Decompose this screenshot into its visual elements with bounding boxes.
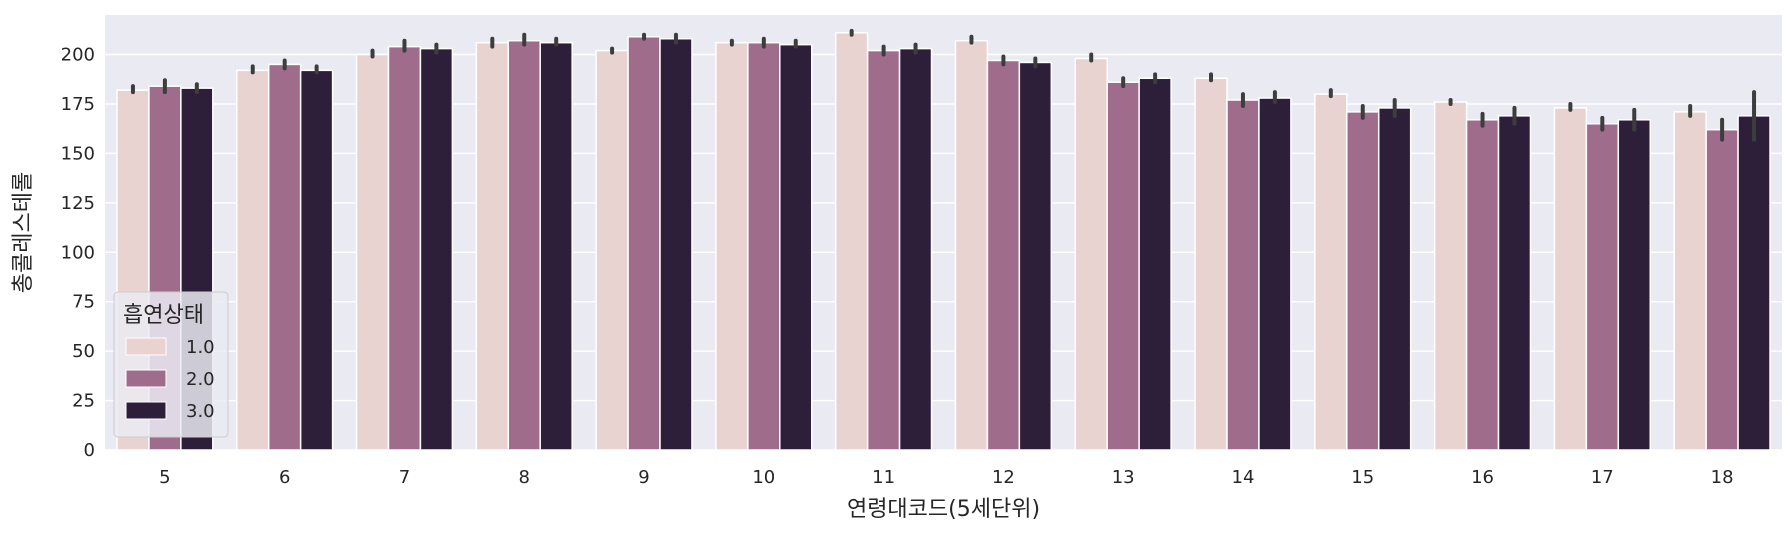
bar bbox=[1673, 111, 1707, 451]
bar bbox=[627, 36, 661, 451]
x-tick-label: 11 bbox=[872, 467, 895, 488]
x-tick-label: 14 bbox=[1232, 467, 1255, 488]
x-tick-label: 18 bbox=[1711, 467, 1734, 488]
x-tick-label: 13 bbox=[1112, 467, 1135, 488]
bar bbox=[1314, 93, 1348, 451]
bar bbox=[1226, 99, 1260, 451]
legend-swatch bbox=[125, 337, 167, 356]
y-tick-label: 125 bbox=[61, 193, 95, 214]
bar bbox=[1346, 111, 1380, 451]
y-tick-label: 0 bbox=[84, 440, 95, 461]
bar bbox=[1377, 107, 1412, 451]
bar bbox=[1074, 57, 1108, 451]
bar bbox=[898, 47, 933, 451]
bar bbox=[1106, 81, 1140, 451]
bar bbox=[1018, 61, 1053, 451]
y-tick-label: 100 bbox=[61, 242, 95, 263]
x-tick-label: 17 bbox=[1591, 467, 1614, 488]
legend-label: 2.0 bbox=[186, 369, 215, 390]
bar bbox=[747, 41, 781, 451]
bar bbox=[539, 41, 573, 451]
bar bbox=[387, 45, 422, 451]
y-axis-label: 총콜레스테롤 bbox=[11, 172, 36, 293]
bar bbox=[355, 53, 390, 451]
legend-frame bbox=[113, 291, 229, 438]
bar bbox=[1737, 115, 1771, 451]
bar bbox=[1138, 77, 1172, 451]
legend-swatch bbox=[125, 369, 167, 388]
x-tick-labels: 5 6 7 8 9 10 11 12 13 14 15 16 17 18 bbox=[159, 467, 1733, 488]
x-tick-label: 15 bbox=[1351, 467, 1374, 488]
bar bbox=[659, 37, 693, 451]
bar bbox=[236, 69, 270, 451]
x-tick-label: 16 bbox=[1471, 467, 1494, 488]
x-tick-label: 8 bbox=[519, 467, 530, 488]
bar bbox=[1497, 115, 1532, 451]
bar bbox=[299, 69, 334, 451]
x-tick-label: 10 bbox=[752, 467, 775, 488]
bar bbox=[419, 47, 454, 451]
bar bbox=[507, 39, 541, 451]
legend-label: 1.0 bbox=[186, 337, 215, 358]
bar bbox=[595, 49, 629, 451]
y-tick-label: 25 bbox=[72, 391, 95, 412]
y-tick-label: 175 bbox=[61, 94, 95, 115]
bar bbox=[779, 43, 813, 451]
legend-label: 3.0 bbox=[186, 401, 215, 422]
bar bbox=[954, 39, 989, 451]
x-tick-label: 12 bbox=[992, 467, 1015, 488]
x-tick-label: 7 bbox=[399, 467, 410, 488]
y-tick-label: 75 bbox=[72, 292, 95, 313]
bar bbox=[1433, 101, 1468, 451]
legend: 흡연상태 1.0 2.0 3.0 bbox=[113, 291, 229, 438]
bar bbox=[1705, 128, 1739, 451]
error-bars bbox=[130, 28, 1757, 142]
bar bbox=[834, 32, 869, 451]
bar bbox=[1465, 119, 1500, 451]
y-tick-label: 50 bbox=[72, 341, 95, 362]
bar bbox=[715, 41, 749, 451]
legend-swatch bbox=[125, 401, 167, 420]
bars bbox=[116, 32, 1771, 451]
legend-title: 흡연상태 bbox=[123, 303, 204, 328]
y-tick-labels: 0 25 50 75 100 125 150 175 200 bbox=[61, 45, 95, 461]
bar bbox=[267, 63, 302, 451]
bar bbox=[1585, 123, 1620, 451]
x-axis-label: 연령대코드(5세단위) bbox=[847, 497, 1040, 522]
bar bbox=[1258, 97, 1292, 451]
bar bbox=[475, 41, 510, 451]
y-tick-label: 200 bbox=[61, 45, 95, 66]
x-tick-label: 9 bbox=[638, 467, 649, 488]
bar bbox=[1617, 119, 1651, 451]
x-tick-label: 6 bbox=[279, 467, 290, 488]
legend-items: 1.0 2.0 3.0 bbox=[125, 337, 215, 422]
bar bbox=[1194, 77, 1228, 451]
bar bbox=[986, 59, 1021, 451]
x-tick-label: 5 bbox=[159, 467, 170, 488]
y-tick-label: 150 bbox=[61, 143, 95, 164]
bar bbox=[1553, 107, 1588, 451]
bar bbox=[866, 49, 901, 451]
